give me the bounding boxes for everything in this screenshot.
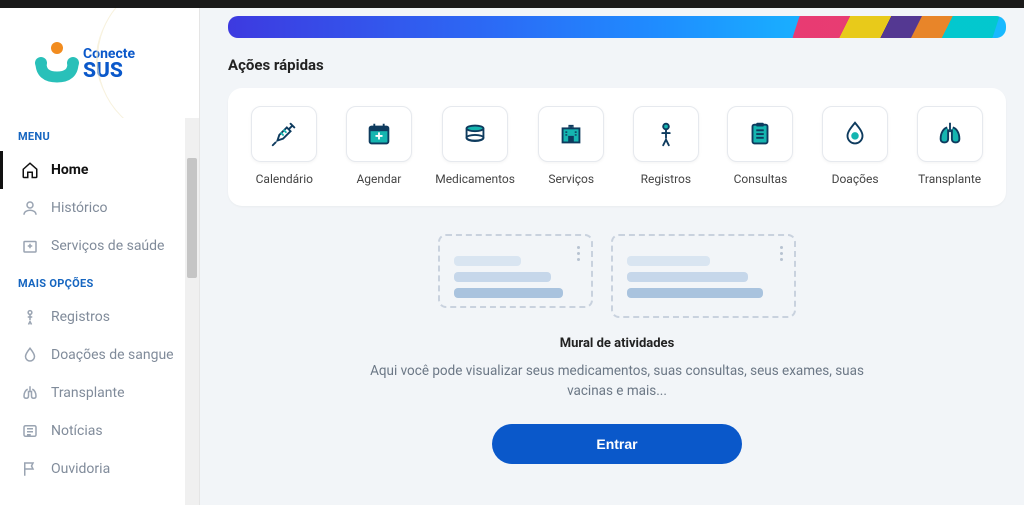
quick-card-calendario[interactable]: Calendário	[246, 106, 323, 186]
sidebar-item-label: Ouvidoria	[51, 461, 110, 477]
svg-text:SUS: SUS	[83, 59, 123, 83]
building-icon	[556, 119, 586, 149]
lungs-icon	[21, 384, 39, 402]
sidebar-item-noticias[interactable]: Notícias	[0, 412, 199, 450]
sidebar-item-transplante[interactable]: Transplante	[0, 374, 199, 412]
quick-actions-panel: Calendário Agendar Medicamentos Serviços	[228, 88, 1006, 206]
syringe-icon	[269, 119, 299, 149]
sidebar-scrollbar-thumb[interactable]	[187, 158, 197, 278]
mural-description: Aqui você pode visualizar seus medicamen…	[357, 361, 877, 402]
sidebar-item-doacoes[interactable]: Doações de sangue	[0, 336, 199, 374]
person-icon	[21, 308, 39, 326]
mural-title: Mural de atividades	[228, 336, 1006, 351]
browser-top-bar	[0, 0, 1024, 8]
quick-card-label: Doações	[832, 172, 879, 186]
placeholder-card	[438, 234, 593, 308]
sidebar-item-label: Registros	[51, 309, 110, 325]
logo: Conecte SUS	[0, 8, 199, 118]
sidebar-item-health-services[interactable]: Serviços de saúde	[0, 227, 199, 265]
droplet-icon	[21, 346, 39, 364]
user-icon	[21, 199, 39, 217]
droplet-icon	[840, 119, 870, 149]
sidebar-item-label: Notícias	[51, 423, 103, 439]
sidebar-item-label: Transplante	[51, 385, 125, 401]
quick-card-agendar[interactable]: Agendar	[341, 106, 418, 186]
quick-card-label: Transplante	[918, 172, 981, 186]
placeholder-card	[611, 234, 796, 318]
home-icon	[21, 161, 39, 179]
quick-card-medicamentos[interactable]: Medicamentos	[435, 106, 515, 186]
quick-actions-row: Calendário Agendar Medicamentos Serviços	[246, 106, 988, 186]
person-icon	[651, 119, 681, 149]
sidebar-item-history[interactable]: Histórico	[0, 189, 199, 227]
main-content: Ações rápidas Calendário Agendar Medicam…	[200, 8, 1024, 505]
quick-card-doacoes[interactable]: Doações	[817, 106, 894, 186]
quick-card-label: Registros	[641, 172, 692, 186]
mural-placeholder-cards	[228, 234, 1006, 318]
pills-icon	[460, 119, 490, 149]
quick-card-label: Medicamentos	[435, 172, 515, 186]
calendar-icon	[364, 119, 394, 149]
logo-svg: Conecte SUS	[35, 33, 165, 93]
lungs-icon	[935, 119, 965, 149]
quick-card-servicos[interactable]: Serviços	[533, 106, 610, 186]
quick-card-label: Calendário	[256, 172, 313, 186]
clipboard-icon	[745, 119, 775, 149]
news-icon	[21, 422, 39, 440]
sidebar: Conecte SUS MENU Home Histórico Serviços…	[0, 8, 200, 505]
quick-card-consultas[interactable]: Consultas	[722, 106, 799, 186]
sidebar-item-label: Home	[51, 162, 88, 178]
quick-card-label: Consultas	[734, 172, 788, 186]
quick-card-label: Agendar	[356, 172, 401, 186]
menu-section-label: MENU	[0, 118, 199, 151]
sidebar-item-label: Doações de sangue	[51, 347, 174, 363]
sidebar-item-label: Serviços de saúde	[51, 238, 164, 254]
entrar-button[interactable]: Entrar	[492, 424, 742, 464]
mural-section: Mural de atividades Aqui você pode visua…	[228, 234, 1006, 464]
quick-actions-title: Ações rápidas	[228, 56, 1006, 74]
hospital-icon	[21, 237, 39, 255]
sidebar-item-home[interactable]: Home	[0, 151, 199, 189]
quick-card-transplante[interactable]: Transplante	[911, 106, 988, 186]
sidebar-item-label: Histórico	[51, 200, 108, 216]
sidebar-item-ouvidoria[interactable]: Ouvidoria	[0, 450, 199, 488]
hero-banner	[228, 16, 1006, 38]
app-root: Conecte SUS MENU Home Histórico Serviços…	[0, 8, 1024, 505]
flag-icon	[21, 460, 39, 478]
more-section-label: MAIS OPÇÕES	[0, 265, 199, 298]
quick-card-registros[interactable]: Registros	[628, 106, 705, 186]
sidebar-scrollbar[interactable]	[185, 118, 199, 505]
sidebar-item-registros[interactable]: Registros	[0, 298, 199, 336]
quick-card-label: Serviços	[548, 172, 594, 186]
